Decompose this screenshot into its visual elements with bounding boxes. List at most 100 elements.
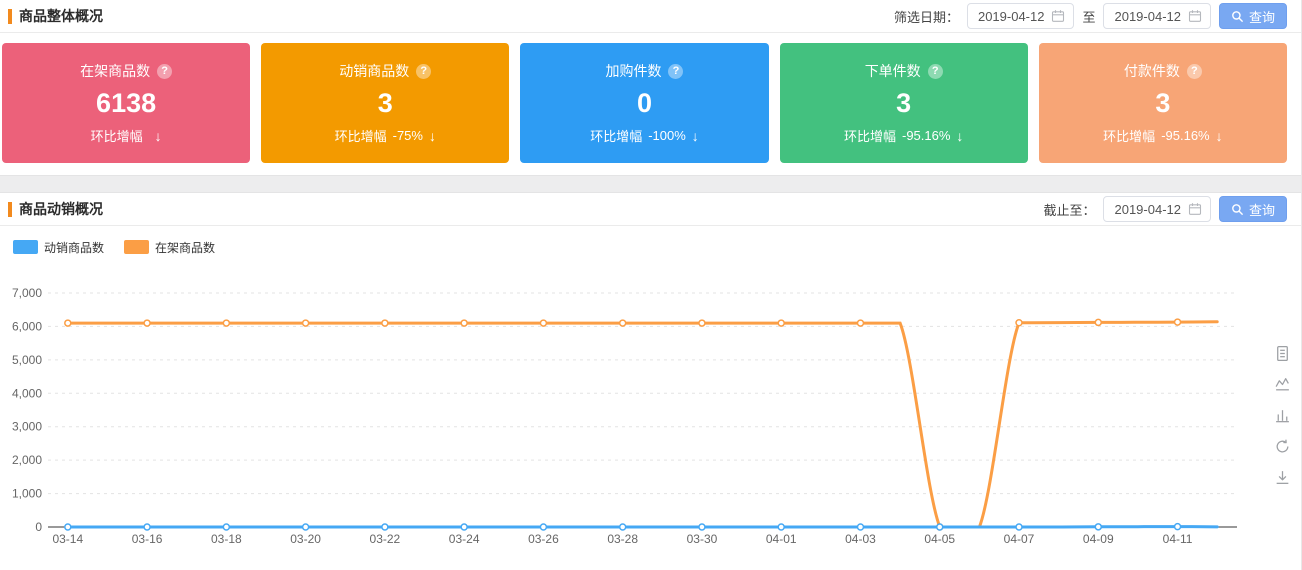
kpi-footer-label: 环比增幅 xyxy=(1103,129,1156,144)
data-point-marker[interactable] xyxy=(1094,318,1103,327)
kpi-card-value: 6138 xyxy=(96,88,157,118)
trend-query-button[interactable]: 查询 xyxy=(1218,196,1287,222)
kpi-footer-label: 环比增幅 xyxy=(334,129,387,144)
data-point-marker[interactable] xyxy=(143,523,151,531)
search-icon xyxy=(1232,10,1244,22)
data-point-marker[interactable] xyxy=(698,319,706,327)
data-point-marker[interactable] xyxy=(222,523,231,531)
y-axis-tick-label: 4,000 xyxy=(12,386,42,400)
x-axis-tick-label: 04-07 xyxy=(1004,532,1035,546)
help-icon[interactable]: ? xyxy=(927,63,943,79)
data-view-icon[interactable] xyxy=(1274,345,1291,367)
data-point-marker[interactable] xyxy=(1015,523,1023,531)
x-axis-tick-label: 03-22 xyxy=(370,532,401,546)
arrow-down-icon: ↓ xyxy=(956,127,964,144)
data-point-marker[interactable] xyxy=(618,319,627,327)
x-axis-tick-label: 03-16 xyxy=(132,532,163,546)
data-point-marker[interactable] xyxy=(1173,522,1182,531)
query-button-label: 查询 xyxy=(1248,202,1275,218)
data-point-marker[interactable] xyxy=(460,523,468,531)
title-accent-bar xyxy=(8,8,12,24)
overview-title-text: 商品整体概况 xyxy=(19,8,103,24)
overview-section-title: 商品整体概况 xyxy=(8,6,103,26)
series-line-在架商品数 xyxy=(66,320,1219,529)
date-to-input[interactable]: 2019-04-12 xyxy=(1103,3,1211,29)
restore-icon[interactable] xyxy=(1274,438,1291,460)
data-point-marker[interactable] xyxy=(460,319,468,327)
kpi-delta-value: -100% xyxy=(648,128,686,143)
chart-toolbox xyxy=(1274,345,1291,491)
y-axis-tick-label: 7,000 xyxy=(12,286,42,300)
legend-swatch xyxy=(13,240,38,254)
calendar-icon xyxy=(1188,10,1202,22)
data-point-marker[interactable] xyxy=(936,523,944,531)
date-to-value: 2019-04-12 xyxy=(1114,8,1181,24)
data-point-marker[interactable] xyxy=(618,523,627,531)
overview-section-header: 商品整体概况 筛选日期： 2019-04-12 至 2019-04-12 查询 xyxy=(0,0,1301,33)
x-axis-tick-label: 03-20 xyxy=(290,532,321,546)
data-point-marker[interactable] xyxy=(1173,318,1182,326)
x-axis-tick-label: 04-03 xyxy=(845,532,876,546)
kpi-delta-value: -95.16% xyxy=(901,128,951,143)
until-date-label: 截止至： xyxy=(1043,202,1096,218)
data-point-marker[interactable] xyxy=(222,319,231,327)
date-from-input[interactable]: 2019-04-12 xyxy=(966,3,1075,29)
arrow-down-icon: ↓ xyxy=(428,127,436,144)
data-point-marker[interactable] xyxy=(1094,523,1103,531)
legend-label: 在架商品数 xyxy=(155,240,216,255)
kpi-cards-row: 在架商品数 ? 6138 环比增幅 ↓ 动销商品数 ? 3 环比增幅 -75% … xyxy=(0,33,1301,175)
until-date-value: 2019-04-12 xyxy=(1114,201,1181,217)
kpi-card-2: 动销商品数 ? 3 环比增幅 -75% ↓ xyxy=(261,43,510,163)
legend-swatch xyxy=(124,240,150,254)
bar-chart-icon[interactable] xyxy=(1274,407,1291,429)
trend-chart: 0 1,000 2,000 3,000 4,000 5,000 6,000 7,000 03-1… xyxy=(0,255,1301,562)
data-point-marker[interactable] xyxy=(64,523,72,531)
line-chart-icon[interactable] xyxy=(1274,376,1291,398)
y-axis-tick-label: 6,000 xyxy=(12,319,42,333)
x-axis-tick-label: 03-18 xyxy=(211,532,242,546)
data-point-marker[interactable] xyxy=(301,319,310,327)
data-point-marker[interactable] xyxy=(777,319,785,327)
title-accent-bar xyxy=(8,201,12,217)
help-icon[interactable]: ? xyxy=(157,63,173,79)
legend-item-1[interactable]: 动销商品数 xyxy=(13,239,104,256)
data-point-marker[interactable] xyxy=(381,523,389,531)
x-axis-tick-label: 04-05 xyxy=(924,532,955,546)
data-point-marker[interactable] xyxy=(539,523,548,531)
help-icon[interactable]: ? xyxy=(416,63,432,79)
legend-item-2[interactable]: 在架商品数 xyxy=(124,239,215,256)
kpi-card-value: 0 xyxy=(636,88,652,118)
data-point-marker[interactable] xyxy=(64,319,72,327)
kpi-footer-label: 环比增幅 xyxy=(90,129,143,144)
kpi-card-value: 3 xyxy=(377,88,393,118)
data-point-marker[interactable] xyxy=(143,319,151,327)
trend-title-text: 商品动销概况 xyxy=(19,201,103,217)
query-button-label: 查询 xyxy=(1248,9,1275,25)
help-icon[interactable]: ? xyxy=(1186,63,1202,79)
data-point-marker[interactable] xyxy=(856,319,865,327)
x-axis-tick-label: 04-01 xyxy=(766,532,797,546)
overview-query-button[interactable]: 查询 xyxy=(1218,3,1287,29)
data-point-marker[interactable] xyxy=(698,523,706,531)
save-image-icon[interactable] xyxy=(1274,469,1291,491)
x-axis-tick-label: 03-28 xyxy=(607,532,638,546)
data-point-marker[interactable] xyxy=(301,523,310,531)
legend-label: 动销商品数 xyxy=(44,240,105,255)
date-from-value: 2019-04-12 xyxy=(977,8,1045,24)
data-point-marker[interactable] xyxy=(1015,319,1023,327)
trend-section-title: 商品动销概况 xyxy=(8,199,103,219)
until-date-input[interactable]: 2019-04-12 xyxy=(1103,196,1211,222)
data-point-marker[interactable] xyxy=(539,319,548,327)
line-chart-canvas[interactable]: 0 1,000 2,000 3,000 4,000 5,000 6,000 7,000 03-1… xyxy=(0,255,1250,557)
kpi-card-title: 在架商品数 xyxy=(80,63,151,79)
data-point-marker[interactable] xyxy=(856,523,865,531)
data-point-marker[interactable] xyxy=(777,523,785,531)
x-axis-tick-label: 04-09 xyxy=(1083,532,1114,546)
kpi-footer-label: 环比增幅 xyxy=(590,129,643,144)
kpi-footer-label: 环比增幅 xyxy=(843,129,896,144)
data-point-marker[interactable] xyxy=(381,319,389,327)
x-axis-tick-label: 03-24 xyxy=(449,532,480,546)
arrow-down-icon: ↓ xyxy=(691,127,699,144)
help-icon[interactable]: ? xyxy=(668,63,684,79)
